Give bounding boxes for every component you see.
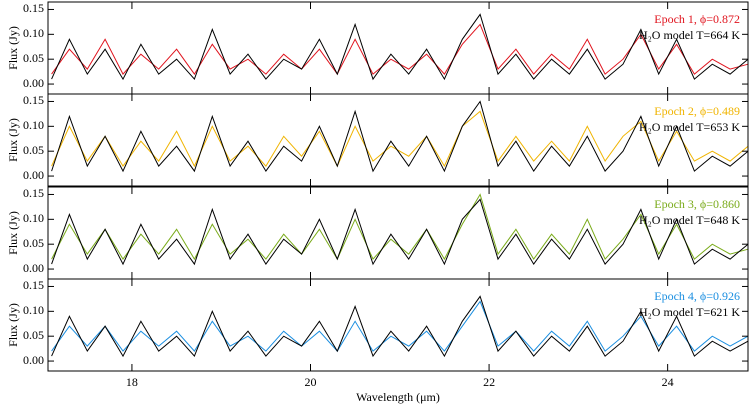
spectrum-line: [51, 193, 749, 261]
legend-entry: H₂O model T=621 K: [639, 305, 740, 319]
x-tick-label: 22: [483, 375, 495, 389]
y-tick-label: 0.15: [23, 1, 44, 15]
legend-entry: H₂O model T=664 K: [639, 28, 740, 42]
panel-frame: [47, 278, 749, 372]
spectrum-line: [51, 13, 749, 81]
x-tick-label: 18: [126, 375, 138, 389]
x-axis-label: Wavelength (μm): [356, 390, 440, 404]
y-tick-label: 0.10: [23, 211, 44, 225]
y-tick-label: 0.15: [23, 186, 44, 200]
y-tick-label: 0.05: [23, 143, 44, 157]
y-axis-label: Flux (Jy): [6, 211, 20, 255]
spectrum-line: [51, 198, 749, 266]
spectrum-line: [51, 295, 749, 358]
y-tick-label: 0.10: [23, 118, 44, 132]
panel-frame: [47, 93, 749, 187]
y-tick-label: 0.05: [23, 328, 44, 342]
y-tick-label: 0.00: [23, 168, 44, 182]
spectrum-line: [51, 110, 749, 168]
y-axis-label: Flux (Jy): [6, 303, 20, 347]
x-tick-label: 20: [305, 375, 317, 389]
y-axis-label: Flux (Jy): [6, 26, 20, 70]
legend-entry: Epoch 4, ϕ=0.926: [654, 289, 740, 303]
legend-entry: H₂O model T=653 K: [639, 120, 740, 134]
legend-entry: H₂O model T=648 K: [639, 213, 740, 227]
y-tick-label: 0.15: [23, 278, 44, 292]
y-tick-label: 0.05: [23, 236, 44, 250]
y-tick-label: 0.10: [23, 26, 44, 40]
y-tick-label: 0.15: [23, 93, 44, 107]
spectrum-line: [51, 100, 749, 173]
x-tick-label: 24: [662, 375, 674, 389]
y-axis-label: Flux (Jy): [6, 118, 20, 162]
y-tick-label: 0.00: [23, 353, 44, 367]
y-tick-label: 0.05: [23, 51, 44, 65]
y-tick-label: 0.00: [23, 261, 44, 275]
y-tick-label: 0.00: [23, 76, 44, 90]
legend-entry: Epoch 3, ϕ=0.860: [654, 197, 740, 211]
panel-frame: [47, 186, 749, 280]
legend-entry: Epoch 1, ϕ=0.872: [654, 12, 740, 26]
legend-entry: Epoch 2, ϕ=0.489: [654, 104, 740, 118]
y-tick-label: 0.10: [23, 303, 44, 317]
panel-frame: [47, 1, 749, 95]
